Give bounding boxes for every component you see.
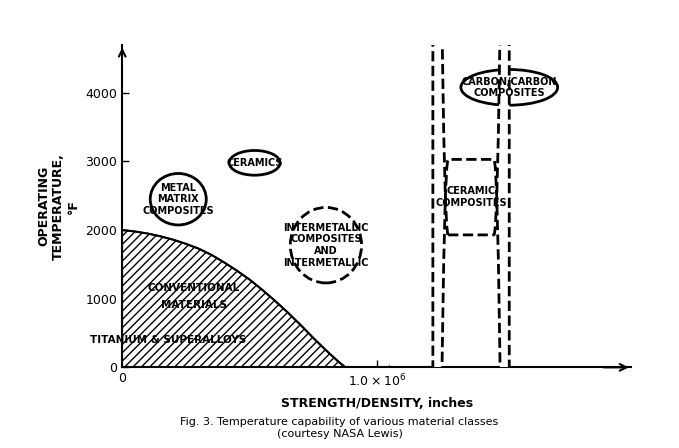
Text: CARBON/CARBON
COMPOSITES: CARBON/CARBON COMPOSITES — [462, 77, 557, 98]
Text: CONVENTIONAL: CONVENTIONAL — [147, 283, 240, 293]
Polygon shape — [122, 230, 345, 367]
Ellipse shape — [229, 151, 280, 175]
Text: MATERIALS: MATERIALS — [160, 301, 227, 310]
Text: METAL
MATRIX
COMPOSITES: METAL MATRIX COMPOSITES — [143, 183, 214, 216]
Text: INTERMETALLIC
COMPOSITES
AND
INTERMETALLIC: INTERMETALLIC COMPOSITES AND INTERMETALL… — [283, 223, 369, 267]
Ellipse shape — [150, 173, 206, 225]
Y-axis label: OPERATING
TEMPERATURE,
°F: OPERATING TEMPERATURE, °F — [37, 153, 80, 259]
Text: CERAMICS: CERAMICS — [226, 158, 283, 168]
Text: TITANIUM & SUPERALLOYS: TITANIUM & SUPERALLOYS — [90, 335, 246, 345]
Ellipse shape — [461, 69, 557, 105]
X-axis label: STRENGTH/DENSITY, inches: STRENGTH/DENSITY, inches — [281, 397, 473, 410]
Text: Fig. 3. Temperature capability of various material classes
(courtesy NASA Lewis): Fig. 3. Temperature capability of variou… — [181, 418, 498, 439]
Text: CERAMIC
COMPOSITES: CERAMIC COMPOSITES — [435, 186, 507, 208]
Ellipse shape — [290, 207, 361, 283]
FancyBboxPatch shape — [433, 0, 509, 448]
